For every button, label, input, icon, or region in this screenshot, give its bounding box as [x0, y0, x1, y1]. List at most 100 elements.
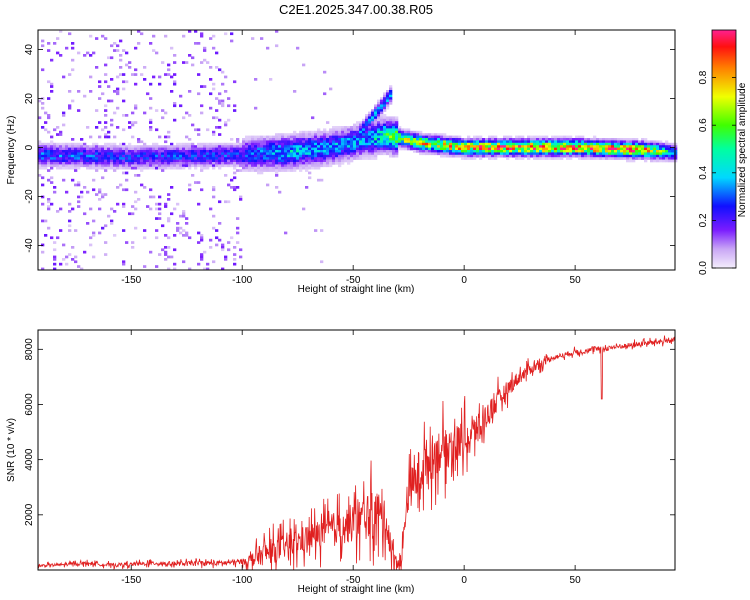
spectrogram-cell: [497, 140, 501, 144]
spectrogram-cell: [62, 258, 66, 261]
spectrogram-cell: [668, 152, 672, 156]
spectrogram-cell: [233, 253, 237, 256]
spectrogram-cell: [89, 159, 93, 163]
spectrogram-cell: [383, 109, 387, 112]
spectrogram-cell: [467, 154, 471, 158]
spectrogram-cell: [128, 162, 132, 165]
spectrogram-cell: [374, 123, 378, 127]
spectrogram-cell: [302, 140, 306, 144]
spectrogram-cell: [71, 246, 75, 249]
spectrogram-cell: [353, 142, 357, 146]
spectrogram-cell: [167, 157, 171, 160]
spectrogram-cell: [308, 154, 312, 158]
spectrogram-cell: [107, 152, 111, 156]
spectrogram-cell: [572, 138, 576, 141]
spectrogram-cell: [668, 159, 672, 163]
spectrogram-cell: [104, 37, 108, 40]
spectrogram-cell: [377, 104, 381, 108]
spectrogram-cell: [218, 145, 222, 148]
spectrogram-cell: [212, 154, 216, 158]
spectrogram-cell: [272, 164, 276, 168]
spectrogram-cell: [110, 142, 114, 146]
spectrogram-cell: [209, 106, 213, 110]
spectrogram-cell: [551, 147, 555, 151]
spectrogram-cell: [596, 154, 600, 158]
spectrogram-cell: [302, 166, 306, 170]
spectrogram-cell: [386, 152, 390, 156]
spectrogram-cell: [575, 135, 579, 139]
spectrogram-cell: [446, 142, 450, 146]
spectrogram-cell: [251, 152, 255, 156]
spectrogram-cell: [284, 133, 288, 136]
spectrogram-cell: [242, 145, 246, 148]
spectrogram-cell: [494, 135, 498, 139]
spectrogram-cell: [56, 162, 60, 165]
spectrogram-cell: [134, 150, 138, 153]
spectrogram-cell: [482, 142, 486, 146]
spectrogram-cell: [275, 166, 279, 170]
spectrogram-cell: [260, 157, 264, 160]
spectrogram-cell: [479, 145, 483, 148]
spectrogram-cell: [218, 126, 222, 129]
spectrogram-cell: [95, 164, 99, 168]
spectrogram-cell: [347, 147, 351, 151]
spectrogram-cell: [641, 138, 645, 141]
spectrogram-cell: [272, 140, 276, 144]
spectrogram-cell: [38, 152, 42, 156]
spectrogram-cell: [380, 104, 384, 108]
spectrogram-cell: [518, 138, 522, 141]
spectrogram-cell: [146, 92, 150, 96]
spectrogram-cell: [236, 142, 240, 146]
spectrogram-cell: [41, 164, 45, 168]
spectrogram-cell: [47, 162, 51, 165]
spectrogram-cell: [125, 178, 129, 182]
spectrogram-cell: [167, 267, 171, 271]
spectrogram-cell: [314, 135, 318, 139]
spectrogram-cell: [374, 104, 378, 108]
spectrogram-cell: [368, 145, 372, 148]
spectrogram-cell: [164, 253, 168, 256]
spectrogram-cell: [536, 135, 540, 139]
spectrogram-cell: [476, 154, 480, 158]
spectrogram-cell: [68, 147, 72, 151]
spectrogram-cell: [128, 154, 132, 158]
spectrogram-cell: [284, 154, 288, 158]
spectrogram-cell: [59, 162, 63, 165]
spectrogram-cell: [278, 147, 282, 151]
spectrogram-cell: [83, 162, 87, 165]
spectrogram-cell: [125, 241, 129, 244]
spectrogram-cell: [68, 106, 72, 110]
spectrogram-cell: [293, 90, 297, 93]
spectrogram-cell: [383, 138, 387, 141]
spectrogram-cell: [245, 159, 249, 163]
spectrogram-cell: [233, 188, 237, 192]
spectrogram-cell: [152, 150, 156, 153]
spectrogram-cell: [317, 147, 321, 151]
spectrogram-cell: [386, 123, 390, 127]
spectrogram-cell: [368, 138, 372, 141]
spectrogram-cell: [287, 154, 291, 158]
spectrogram-cell: [170, 162, 174, 165]
spectrogram-cell: [395, 140, 399, 144]
spectrogram-cell: [41, 154, 45, 158]
spectrogram-cell: [227, 157, 231, 160]
spectrogram-cell: [77, 152, 81, 156]
spectrogram-cell: [245, 154, 249, 158]
spectrogram-cell: [71, 99, 75, 103]
spectrogram-cell: [113, 147, 117, 151]
spectrogram-cell: [371, 121, 375, 124]
spectrogram-cell: [125, 152, 129, 156]
spectrogram-cell: [389, 128, 393, 132]
spectrogram-cell: [425, 142, 429, 146]
spectrogram-cell: [455, 152, 459, 156]
spectrogram-cell: [536, 142, 540, 146]
spectrogram-cell: [221, 248, 225, 252]
spectrogram-cell: [329, 150, 333, 153]
spectrogram-cell: [230, 32, 234, 36]
spectrogram-cell: [218, 200, 222, 204]
spectrogram-cell: [527, 152, 531, 156]
spectrogram-cell: [395, 123, 399, 127]
spectrogram-cell: [98, 159, 102, 163]
spectrogram-cell: [476, 142, 480, 146]
spectrogram-cell: [47, 49, 51, 52]
